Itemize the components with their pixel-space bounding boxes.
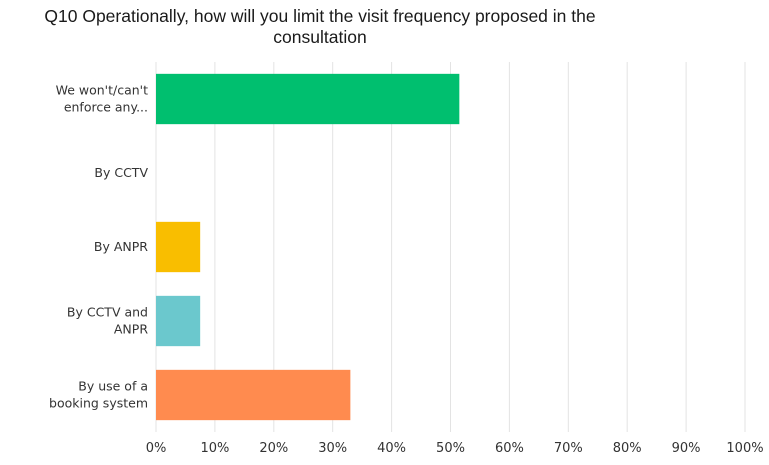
x-tick-label: 20% — [259, 441, 288, 456]
bar — [156, 369, 351, 421]
bar — [156, 295, 201, 347]
x-tick-label: 60% — [495, 441, 524, 456]
x-tick-label: 30% — [318, 441, 347, 456]
bar — [156, 221, 201, 273]
category-label: We won't/can't — [56, 83, 149, 98]
x-tick-label: 40% — [377, 441, 406, 456]
category-label: ANPR — [114, 322, 148, 337]
x-tick-label: 90% — [672, 441, 701, 456]
category-label: By use of a — [78, 379, 148, 394]
x-tick-label: 0% — [146, 441, 167, 456]
x-tick-label: 100% — [726, 441, 763, 456]
category-label: By CCTV — [94, 165, 148, 180]
x-tick-label: 10% — [200, 441, 229, 456]
category-label: booking system — [49, 396, 148, 411]
category-label: By ANPR — [94, 239, 148, 254]
bar — [156, 73, 460, 125]
x-tick-label: 50% — [436, 441, 465, 456]
category-label: enforce any... — [64, 100, 148, 115]
chart-title: Q10 Operationally, how will you limit th… — [44, 6, 596, 47]
category-label: By CCTV and — [67, 305, 148, 320]
x-tick-label: 80% — [613, 441, 642, 456]
x-tick-label: 70% — [554, 441, 583, 456]
